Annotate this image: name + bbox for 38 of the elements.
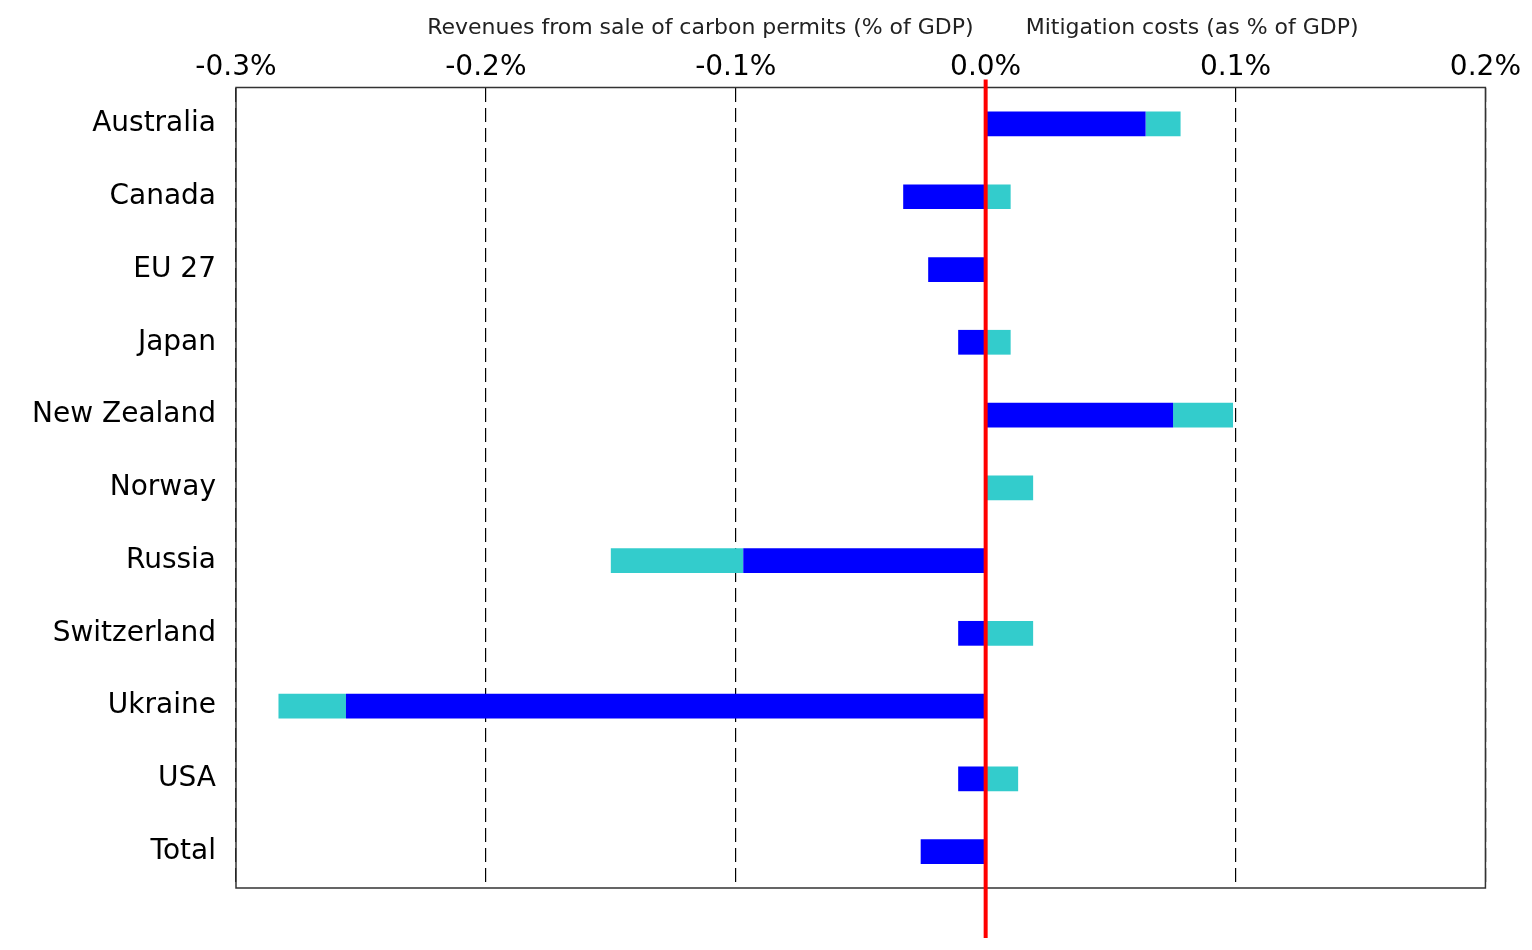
text: Mitigation costs (as % of GDP) [1025,13,1359,39]
bar [1145,111,1181,137]
x-tick-label: -0.3% [195,49,277,83]
x-tick-label: -0.1% [695,49,777,83]
y-tick-label: Japan [135,323,216,357]
y-tick-label: Australia [92,105,216,139]
y-tick-label: Switzerland [52,614,216,648]
text: Revenues from sale of carbon permits (% of GDP) [427,13,974,39]
bar [920,839,986,864]
bar [278,693,346,719]
bar [610,548,744,573]
y-tick-label: Russia [125,541,216,575]
bar [986,620,1034,646]
bar [958,329,986,355]
x-tick-label: 0.2% [1449,49,1521,83]
bar [1173,402,1234,428]
bar [986,402,1174,428]
x-tick-label: -0.2% [445,49,527,83]
bar [958,620,986,646]
y-tick-label: Ukraine [107,687,216,721]
bar [986,475,1034,501]
bar [986,111,1146,137]
bar [986,766,1019,792]
bar [928,257,986,282]
y-tick-label: Norway [109,469,216,503]
bar [903,184,986,210]
bar [345,693,986,719]
x-tick-label: 0.1% [1199,49,1272,83]
y-tick-label: New Zealand [32,396,216,430]
bar [986,184,1011,210]
y-tick-label: USA [158,760,216,794]
bar [986,329,1011,355]
bar [743,548,986,573]
y-tick-label: Total [149,832,216,866]
y-tick-label: EU 27 [133,250,216,284]
x-tick-label: 0.0% [950,49,1022,83]
y-tick-label: Canada [109,178,216,212]
bar [958,766,986,792]
